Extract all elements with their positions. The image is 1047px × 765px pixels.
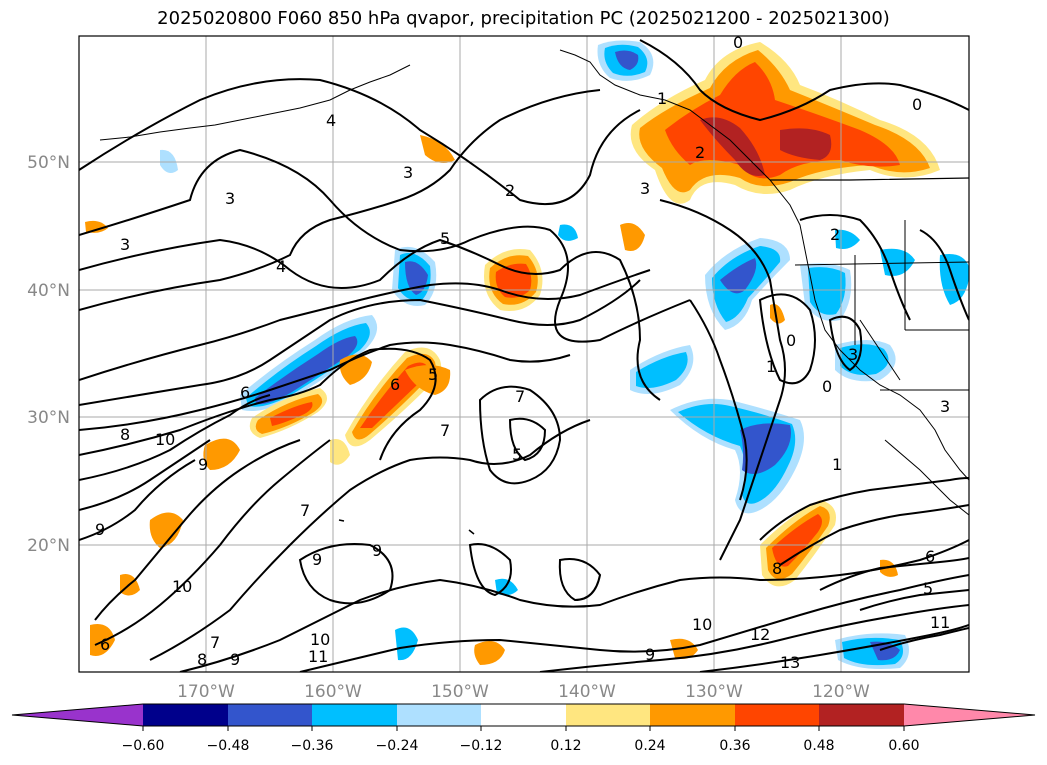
lat-tick-label: 30°N xyxy=(27,408,70,428)
contour-label: 5 xyxy=(512,445,522,464)
colorbar-extend-high xyxy=(904,704,1035,726)
colorbar-segment xyxy=(481,704,566,726)
lon-axis: 170°W 160°W 150°W 140°W 130°W 120°W xyxy=(177,682,870,702)
colorbar-tick-label: 0.36 xyxy=(719,738,750,754)
contour-label: 12 xyxy=(750,625,770,644)
contour-label: 5 xyxy=(440,229,450,248)
contour-label: 9 xyxy=(372,541,382,560)
lon-tick-label: 140°W xyxy=(558,682,616,702)
lat-tick-label: 50°N xyxy=(27,153,70,173)
colorbar-extend-low xyxy=(12,704,143,726)
contour-label: 4 xyxy=(276,257,286,276)
colorbar-tick-label: 0.60 xyxy=(888,738,919,754)
lon-tick-label: 150°W xyxy=(431,682,489,702)
contour-label: 8 xyxy=(772,559,782,578)
contour-label: 9 xyxy=(198,455,208,474)
lon-tick-label: 170°W xyxy=(177,682,235,702)
contour-label: 7 xyxy=(440,421,450,440)
precip-shading xyxy=(85,40,969,669)
colorbar-segment xyxy=(228,704,312,726)
contour-label: 9 xyxy=(645,645,655,664)
colorbar-segment xyxy=(143,704,228,726)
contour-label: 9 xyxy=(312,550,322,569)
contour-label: 3 xyxy=(225,189,235,208)
coastlines xyxy=(99,49,969,535)
contour-label: 1 xyxy=(832,455,842,474)
contour-label: 2 xyxy=(695,143,705,162)
contour-label: 3 xyxy=(640,179,650,198)
contour-label: 6 xyxy=(390,375,400,394)
contour-label: 7 xyxy=(300,501,310,520)
colorbar-segment xyxy=(650,704,735,726)
contour-label: 11 xyxy=(308,647,328,666)
colorbar-segment xyxy=(735,704,819,726)
contour-label: 5 xyxy=(428,365,438,384)
contour-label: 2 xyxy=(830,225,840,244)
contour-label: 0 xyxy=(733,33,743,52)
contour-label: 0 xyxy=(822,377,832,396)
contour-label-group: 0 0 1 2 2 3 3 3 4 4 5 6 7 7 7 8 9 10 9 1… xyxy=(95,33,950,672)
contour-label: 1 xyxy=(657,89,667,108)
contour-label: 4 xyxy=(326,111,336,130)
colorbar-tick-label: −0.48 xyxy=(207,738,250,754)
contour-label: 3 xyxy=(120,235,130,254)
contour-label: 7 xyxy=(210,633,220,652)
colorbar-segment xyxy=(566,704,650,726)
contour-label: 6 xyxy=(925,547,935,566)
contour-label: 10 xyxy=(172,577,192,596)
contour-label: 2 xyxy=(505,181,515,200)
contour-label: 13 xyxy=(780,653,800,672)
colorbar-tick-label: −0.60 xyxy=(122,738,165,754)
lat-tick-label: 20°N xyxy=(27,536,70,556)
lat-tick-label: 40°N xyxy=(27,281,70,301)
colorbar-ticks xyxy=(142,726,905,731)
map-frame xyxy=(78,35,970,673)
lat-axis: 50°N 40°N 30°N 20°N xyxy=(27,153,70,556)
contour-label: 9 xyxy=(230,650,240,669)
colorbar-segment xyxy=(312,704,397,726)
contour-label: 9 xyxy=(95,520,105,539)
contour-label: 7 xyxy=(515,387,525,406)
colorbar-tick-label: −0.12 xyxy=(460,738,503,754)
contour-label: 3 xyxy=(940,397,950,416)
contour-label: 10 xyxy=(155,430,175,449)
colorbar-tick-label: −0.36 xyxy=(291,738,334,754)
contour-label: 3 xyxy=(848,345,858,364)
lon-tick-label: 130°W xyxy=(685,682,743,702)
contour-label: 1 xyxy=(766,357,776,376)
colorbar: −0.60 −0.48 −0.36 −0.24 −0.12 0.12 0.24 … xyxy=(11,703,1036,754)
colorbar-tick-label: −0.24 xyxy=(376,738,419,754)
chart-title: 2025020800 F060 850 hPa qvapor, precipit… xyxy=(157,8,890,29)
colorbar-tick-label: 0.24 xyxy=(634,738,665,754)
contour-label: 10 xyxy=(310,630,330,649)
contour-label: 0 xyxy=(786,331,796,350)
contour-label: 8 xyxy=(197,650,207,669)
contour-label: 6 xyxy=(240,383,250,402)
colorbar-segment xyxy=(397,704,481,726)
contour-label: 3 xyxy=(403,163,413,182)
contour-label: 10 xyxy=(692,615,712,634)
colorbar-tick-label: 0.12 xyxy=(550,738,581,754)
contour-label: 0 xyxy=(912,95,922,114)
contour-lines xyxy=(79,39,969,672)
colorbar-tick-label: 0.48 xyxy=(803,738,834,754)
contour-label: 5 xyxy=(923,579,933,598)
contour-label: 6 xyxy=(100,635,110,654)
lon-tick-label: 120°W xyxy=(812,682,870,702)
contour-label: 11 xyxy=(930,613,950,632)
colorbar-segment xyxy=(819,704,904,726)
lon-tick-label: 160°W xyxy=(304,682,362,702)
contour-label: 8 xyxy=(120,425,130,444)
